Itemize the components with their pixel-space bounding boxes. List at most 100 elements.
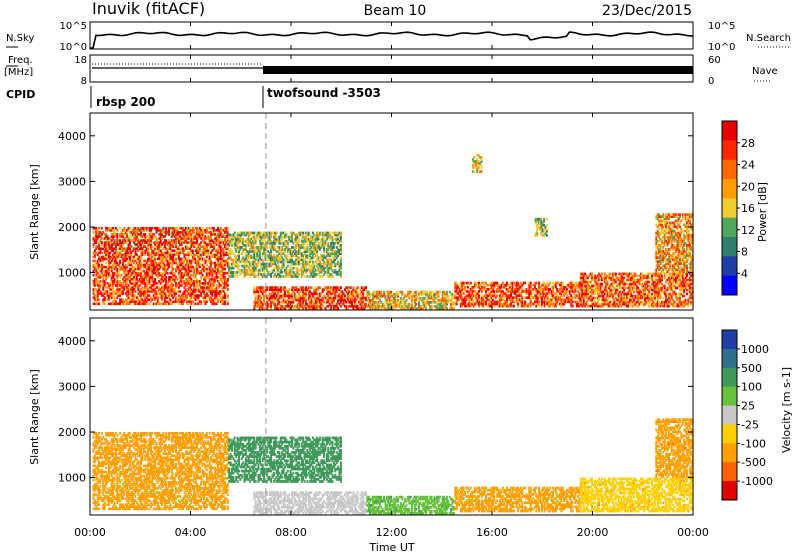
heatmap-cell: [159, 294, 162, 297]
heatmap-cell: [538, 283, 541, 287]
heatmap-cell: [535, 288, 538, 291]
heatmap-cell: [270, 252, 273, 255]
heatmap-cell: [284, 290, 286, 294]
heatmap-cell: [222, 255, 225, 259]
heatmap-cell: [233, 244, 236, 247]
heatmap-cell: [258, 231, 261, 235]
heatmap-cell: [172, 253, 175, 257]
heatmap-cell: [112, 290, 115, 293]
heatmap-cell: [169, 284, 172, 287]
heatmap-cell: [93, 294, 96, 297]
heatmap-cell: [156, 296, 159, 299]
heatmap-cell: [173, 278, 176, 281]
heatmap-cell: [161, 276, 163, 279]
heatmap-cell: [295, 298, 298, 302]
heatmap-cell: [141, 253, 144, 257]
heatmap-cell: [554, 285, 557, 289]
heatmap-cell: [121, 229, 124, 232]
heatmap-cell: [324, 286, 327, 289]
heatmap-cell: [123, 280, 126, 283]
heatmap-cell: [374, 307, 377, 310]
heatmap-cell: [291, 304, 293, 308]
heatmap-cell: [145, 276, 148, 279]
heatmap-cell: [215, 263, 218, 267]
heatmap-cell: [394, 292, 397, 296]
heatmap-cell: [197, 233, 200, 236]
heatmap-cell: [282, 294, 285, 298]
heatmap-cell: [158, 233, 161, 236]
heatmap-cell: [533, 294, 536, 297]
heatmap-cell: [392, 299, 395, 302]
heatmap-cell: [182, 302, 184, 306]
heatmap-cell: [423, 290, 426, 294]
heatmap-cell: [398, 303, 401, 306]
heatmap-cell: [131, 296, 134, 299]
heatmap-cell: [180, 280, 183, 283]
heatmap-cell: [279, 270, 282, 274]
heatmap-cell: [258, 268, 261, 272]
heatmap-cell: [186, 273, 189, 277]
heatmap-cell: [300, 288, 303, 292]
heatmap-cell: [257, 233, 260, 237]
heatmap-cell: [226, 239, 229, 242]
heatmap-cell: [168, 231, 170, 234]
heatmap-cell: [320, 254, 323, 258]
heatmap-cell: [107, 269, 110, 273]
heatmap-cell: [92, 227, 95, 230]
heatmap-cell: [296, 233, 299, 237]
heatmap-cell: [179, 290, 182, 293]
heatmap-cell: [535, 298, 538, 302]
heatmap-cell: [566, 298, 568, 302]
heatmap-cell: [138, 229, 141, 232]
heatmap-cell: [173, 300, 176, 303]
heatmap-cell: [127, 290, 130, 293]
heatmap-cell: [538, 300, 541, 304]
heatmap-cell: [109, 247, 112, 250]
heatmap-cell: [147, 263, 150, 267]
heatmap-cell: [579, 276, 582, 280]
heatmap-cell: [131, 233, 134, 236]
heatmap-cell: [395, 290, 398, 294]
heatmap-cell: [257, 231, 260, 235]
heatmap-cell: [258, 239, 261, 243]
heatmap-cell: [573, 292, 575, 295]
heatmap-cell: [179, 243, 182, 246]
heatmap-cell: [517, 296, 520, 300]
heatmap-cell: [184, 282, 187, 285]
heatmap-cell: [271, 286, 274, 289]
heatmap-cell: [282, 241, 285, 245]
heatmap-cell: [124, 278, 127, 281]
heatmap-cell: [134, 280, 137, 283]
heatmap-cell: [250, 241, 253, 245]
heatmap-cell: [337, 252, 340, 255]
heatmap-cell: [210, 292, 212, 295]
heatmap-cell: [317, 298, 320, 302]
heatmap-cell: [586, 302, 589, 306]
heatmap-cell: [138, 233, 141, 236]
heatmap-cell: [250, 260, 253, 264]
heatmap-cell: [158, 300, 161, 303]
heatmap-cell: [296, 244, 299, 247]
heatmap-cell: [556, 281, 559, 285]
heatmap-cell: [293, 262, 296, 266]
heatmap-cell: [311, 266, 314, 270]
heatmap-cell: [130, 290, 133, 293]
heatmap-cell: [360, 286, 363, 289]
heatmap-cell: [492, 285, 494, 289]
heatmap-cell: [215, 237, 218, 240]
heatmap-cell: [567, 298, 570, 302]
heatmap-cell: [204, 267, 207, 271]
heatmap-cell: [511, 304, 514, 308]
heatmap-cell: [180, 276, 183, 279]
heatmap-cell: [300, 237, 303, 241]
heatmap-cell: [173, 235, 176, 238]
heatmap-cell: [155, 253, 158, 257]
heatmap-cell: [124, 265, 127, 269]
heatmap-cell: [144, 253, 147, 257]
heatmap-cell: [172, 300, 175, 303]
heatmap-cell: [138, 290, 141, 293]
heatmap-cell: [151, 290, 154, 293]
heatmap-cell: [95, 235, 98, 238]
heatmap-cell: [325, 298, 328, 302]
heatmap-cell: [275, 256, 278, 260]
